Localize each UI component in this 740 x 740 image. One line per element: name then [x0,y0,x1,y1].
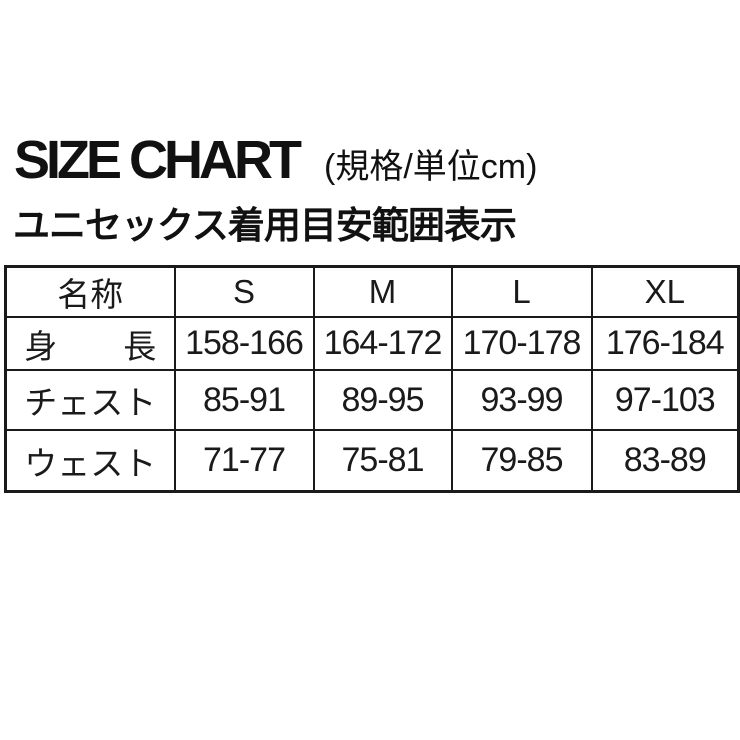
table-cell-waist-xl: 83-89 [590,429,740,493]
table-cell-chest-xl: 97-103 [590,369,740,431]
table-cell-waist-s: 71-77 [173,429,315,493]
row-label-waist: ウェスト [4,429,176,493]
page-title: SIZE CHART [14,130,302,190]
page-subtitle: ユニセックス着用目安範囲表示 [13,205,517,246]
table-row-waist: ウェスト 71-77 75-81 79-85 83-89 [4,429,740,493]
column-header-name: 名称 [4,265,176,318]
table-cell-chest-s: 85-91 [173,369,315,431]
table-cell-chest-m: 89-95 [312,369,453,431]
size-chart-table: 名称 S M L XL 身 長 158-166 164-172 170-178 … [4,265,740,493]
table-header-row: 名称 S M L XL [4,265,740,318]
title-row: SIZE CHART (規格/単位cm) [14,133,537,188]
row-label-chest: チェスト [4,369,176,431]
title-unit-note: (規格/単位cm) [324,148,538,186]
table-row-height: 身 長 158-166 164-172 170-178 176-184 [4,316,740,371]
table-row-chest: チェスト 85-91 89-95 93-99 97-103 [4,369,740,431]
table-cell-height-m: 164-172 [312,316,453,371]
table-cell-height-s: 158-166 [173,316,315,371]
table-cell-waist-l: 79-85 [450,429,593,493]
column-header-s: S [173,265,315,318]
table-cell-height-xl: 176-184 [590,316,740,371]
column-header-m: M [312,265,453,318]
table-cell-height-l: 170-178 [450,316,593,371]
column-header-xl: XL [590,265,740,318]
table-cell-chest-l: 93-99 [450,369,593,431]
row-label-height: 身 長 [4,316,176,371]
table-cell-waist-m: 75-81 [312,429,453,493]
column-header-l: L [450,265,593,318]
